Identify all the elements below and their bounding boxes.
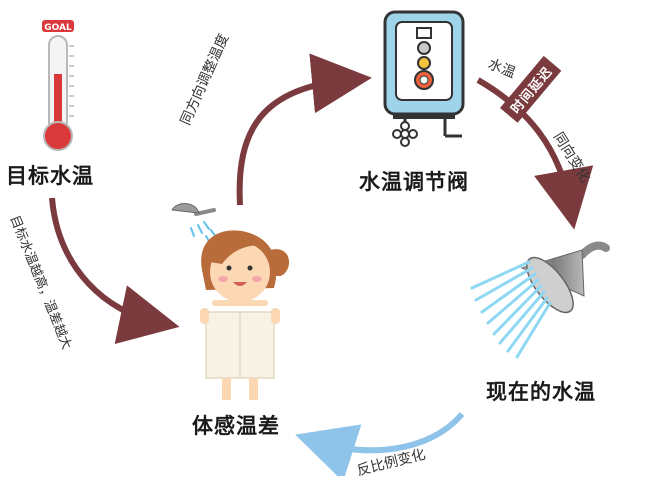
water-spray-icon xyxy=(470,260,552,359)
water-heater-icon xyxy=(383,10,465,147)
target-temp-label: 目标水温 xyxy=(6,164,94,188)
arrow-current-to-body xyxy=(295,412,465,476)
small-shower-head-icon xyxy=(171,203,217,244)
thermometer-icon: GOAL xyxy=(42,20,74,151)
body-feel-label: 体感温差 xyxy=(192,414,280,438)
shower-head-icon xyxy=(470,241,610,359)
valve-knob-icon xyxy=(392,121,418,147)
arrow-body-to-valve xyxy=(236,53,372,206)
valve-label: 水温调节阀 xyxy=(359,170,469,194)
arrow-valve-to-current xyxy=(476,77,594,230)
person-with-towel-icon xyxy=(200,230,290,400)
arrow-target-to-body xyxy=(49,197,180,345)
goal-label: GOAL xyxy=(44,23,72,33)
current-temp-label: 现在的水温 xyxy=(486,380,596,404)
